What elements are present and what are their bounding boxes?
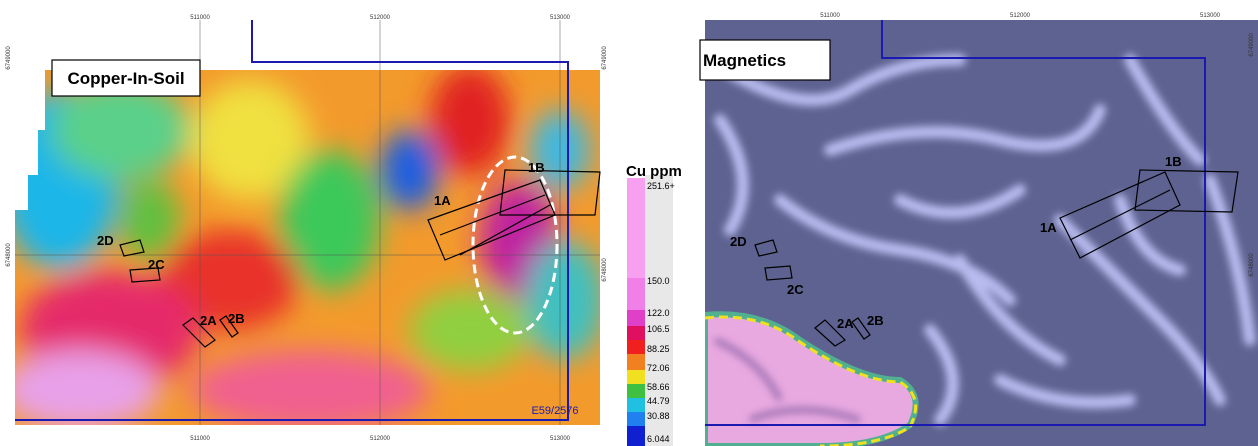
- legend-label: 106.5: [647, 324, 670, 334]
- legend-label: 150.0: [647, 276, 670, 286]
- northing-label: 6749000: [6, 46, 12, 70]
- target-label: 1A: [1040, 220, 1057, 235]
- northing-label: 6748000: [602, 258, 608, 282]
- magnetics-image: [705, 20, 1258, 446]
- target-label: 1A: [434, 193, 451, 208]
- northing-label: 6748000: [1249, 253, 1255, 277]
- northing-label: 6749000: [1249, 33, 1255, 57]
- map-title: Magnetics: [703, 51, 786, 70]
- legend-label: 6.044: [647, 434, 670, 444]
- figure: Copper-In-Soil 511000 512000 513000 5110…: [0, 0, 1258, 446]
- target-label: 2C: [787, 282, 804, 297]
- target-label: 2A: [200, 313, 217, 328]
- easting-label: 512000: [370, 15, 391, 21]
- easting-label: 512000: [1010, 13, 1031, 19]
- legend-label: 251.6+: [647, 181, 675, 191]
- legend-label: 44.79: [647, 396, 670, 406]
- target-label: 2C: [148, 257, 165, 272]
- legend-title: Cu ppm: [626, 163, 682, 180]
- target-label: 1B: [1165, 154, 1182, 169]
- legend-label: 72.06: [647, 363, 670, 373]
- target-label: 2B: [867, 313, 884, 328]
- target-label: 2B: [228, 311, 245, 326]
- copper-heatmap: [0, 60, 610, 430]
- easting-label: 512000: [370, 436, 391, 442]
- easting-label: 513000: [550, 15, 571, 21]
- northing-label: 6749000: [602, 46, 608, 70]
- target-label: 1B: [528, 160, 545, 175]
- northing-label: 6748000: [6, 243, 12, 267]
- target-label: 2D: [730, 234, 747, 249]
- tenement-label: E59/2576: [531, 405, 578, 417]
- target-label: 2D: [97, 233, 114, 248]
- map-title: Copper-In-Soil: [67, 69, 184, 88]
- easting-label: 513000: [1200, 13, 1221, 19]
- easting-label: 511000: [190, 15, 210, 21]
- legend-label: 30.88: [647, 411, 670, 421]
- legend-label: 88.25: [647, 344, 670, 354]
- easting-label: 513000: [550, 436, 571, 442]
- legend-label: 122.0: [647, 308, 670, 318]
- easting-label: 511000: [820, 13, 840, 19]
- legend-label: 58.66: [647, 382, 670, 392]
- easting-label: 511000: [190, 436, 210, 442]
- target-label: 2A: [837, 316, 854, 331]
